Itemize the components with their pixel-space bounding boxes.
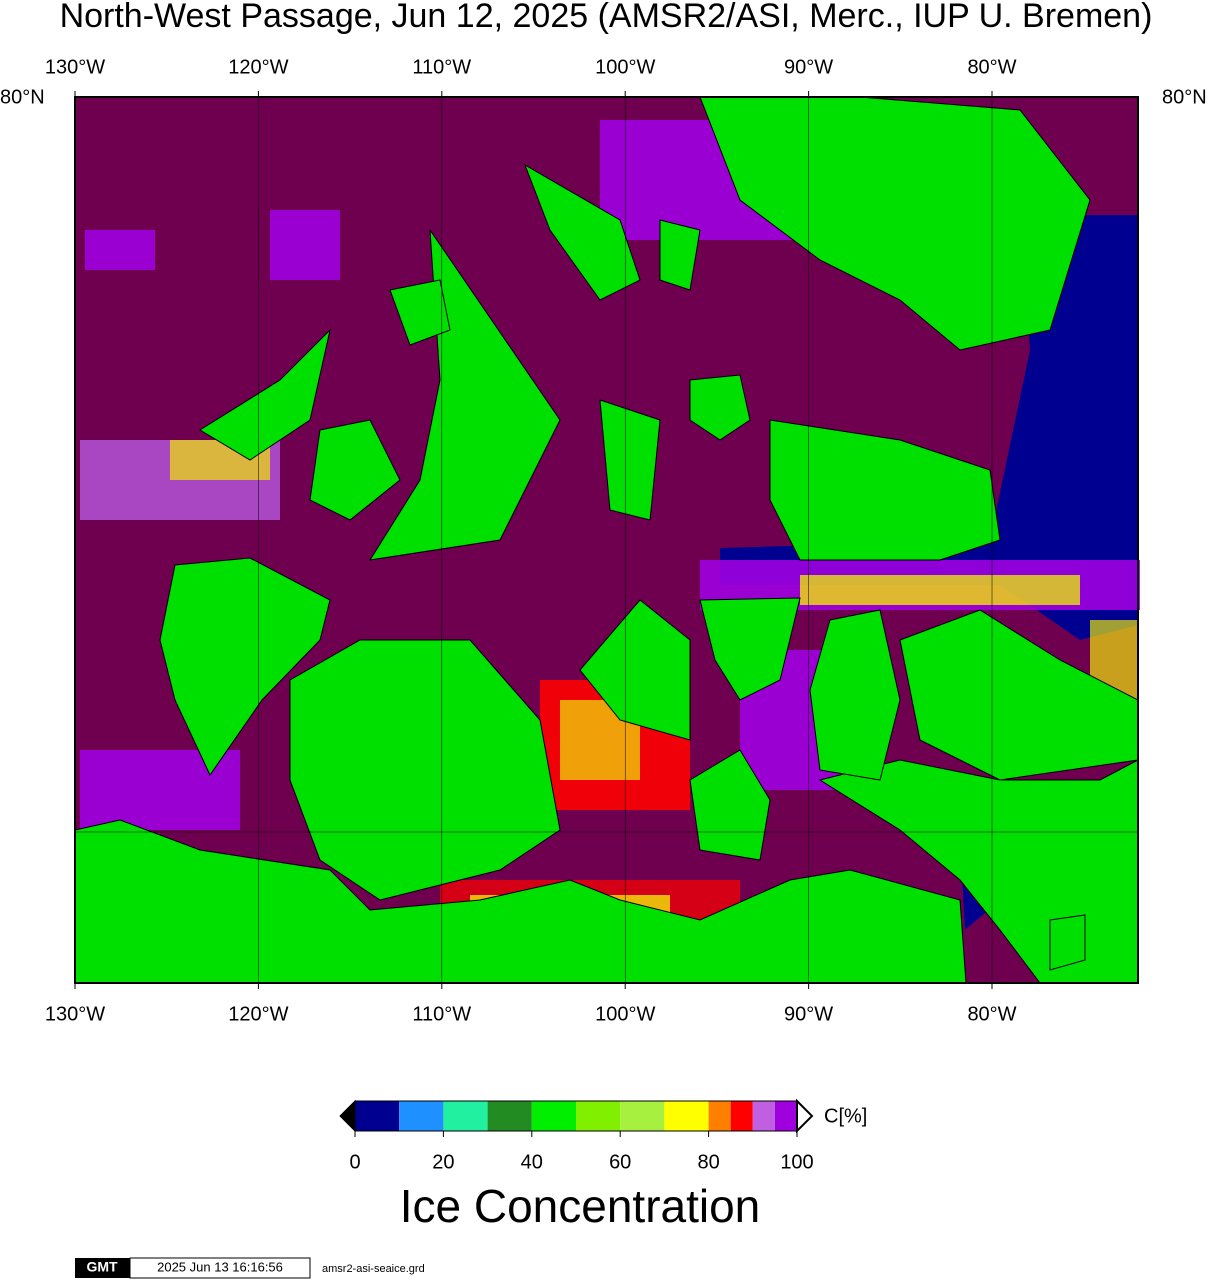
title: North-West Passage, Jun 12, 2025 (AMSR2/… bbox=[60, 0, 1153, 35]
lon-label-top: 110°W bbox=[412, 56, 471, 78]
colorbar-swatch bbox=[355, 1101, 400, 1131]
colorbar-swatch bbox=[774, 1101, 797, 1131]
colorbar-swatch bbox=[531, 1101, 576, 1131]
lon-label-top: 120°W bbox=[228, 56, 288, 78]
lat-label-right: 80°N bbox=[1162, 86, 1207, 108]
colorbar-tick-label: 60 bbox=[609, 1151, 631, 1173]
colorbar-swatch bbox=[664, 1101, 709, 1131]
footer: GMT 2025 Jun 13 16:16:56 amsr2-asi-seaic… bbox=[75, 1257, 425, 1279]
map bbox=[74, 96, 1140, 984]
colorbar-tick-label: 80 bbox=[697, 1151, 719, 1173]
colorbar-swatch bbox=[443, 1101, 488, 1131]
timestamp-box bbox=[129, 1257, 311, 1279]
colorbar-swatch bbox=[576, 1101, 621, 1131]
lon-label-bottom: 120°W bbox=[228, 1003, 288, 1025]
lon-label-bottom: 90°W bbox=[784, 1003, 833, 1025]
lon-label-bottom: 100°W bbox=[595, 1003, 655, 1025]
lon-label-top: 80°W bbox=[967, 56, 1016, 78]
lat-label-left: 80°N bbox=[0, 86, 45, 108]
colorbar-swatch bbox=[399, 1101, 444, 1131]
colorbar-swatch bbox=[620, 1101, 665, 1131]
lon-label-bottom: 80°W bbox=[967, 1003, 1016, 1025]
colorbar-swatch bbox=[730, 1101, 753, 1131]
colorbar-tick-label: 40 bbox=[521, 1151, 543, 1173]
colorbar-swatch bbox=[752, 1101, 775, 1131]
underflow-triangle bbox=[339, 1099, 356, 1133]
colorbar-tick-label: 20 bbox=[432, 1151, 454, 1173]
gmt-logo-box bbox=[75, 1258, 130, 1278]
lon-label-top: 100°W bbox=[595, 56, 655, 78]
timestamp: 2025 Jun 13 16:16:56 bbox=[157, 1259, 283, 1274]
land bbox=[74, 96, 1139, 984]
lon-label-top: 90°W bbox=[784, 56, 833, 78]
lon-label-bottom: 130°W bbox=[45, 1003, 105, 1025]
grid-file: amsr2-asi-seaice.grd bbox=[322, 1263, 425, 1275]
gmt-logo: GMT bbox=[86, 1259, 118, 1275]
colorbar-swatch bbox=[708, 1101, 731, 1131]
colorbar-label: Ice Concentration bbox=[400, 1180, 761, 1232]
overflow-triangle bbox=[796, 1098, 814, 1134]
colorbar-tick-label: 0 bbox=[349, 1151, 360, 1173]
lon-label-bottom: 110°W bbox=[412, 1003, 471, 1025]
lon-label-top: 130°W bbox=[45, 56, 105, 78]
colorbar-unit: C[%] bbox=[824, 1105, 867, 1127]
colorbar-tick-label: 100 bbox=[780, 1151, 813, 1173]
colorbar-swatch bbox=[487, 1101, 532, 1131]
